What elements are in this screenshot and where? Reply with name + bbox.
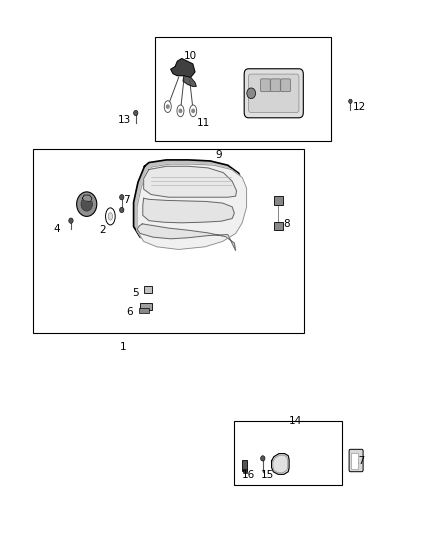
Polygon shape — [171, 59, 195, 77]
Circle shape — [69, 218, 73, 223]
Circle shape — [261, 456, 265, 461]
FancyBboxPatch shape — [144, 286, 152, 293]
Circle shape — [120, 207, 124, 213]
Polygon shape — [82, 195, 92, 201]
Circle shape — [192, 109, 194, 112]
Text: 16: 16 — [242, 471, 255, 480]
Ellipse shape — [190, 105, 197, 117]
Text: 10: 10 — [184, 51, 197, 61]
FancyBboxPatch shape — [261, 79, 270, 92]
Polygon shape — [183, 76, 196, 86]
Ellipse shape — [108, 213, 113, 220]
Text: 14: 14 — [289, 416, 302, 426]
FancyBboxPatch shape — [349, 449, 363, 472]
Text: 4: 4 — [53, 224, 60, 234]
Ellipse shape — [177, 105, 184, 117]
FancyBboxPatch shape — [274, 222, 283, 230]
Text: 9: 9 — [215, 150, 223, 160]
FancyBboxPatch shape — [249, 74, 299, 112]
FancyBboxPatch shape — [281, 79, 290, 92]
FancyBboxPatch shape — [244, 69, 303, 118]
Text: 5: 5 — [132, 288, 139, 298]
FancyBboxPatch shape — [274, 196, 283, 205]
Text: 2: 2 — [99, 225, 106, 235]
Polygon shape — [272, 454, 289, 474]
Polygon shape — [143, 198, 234, 223]
Circle shape — [77, 192, 97, 216]
FancyBboxPatch shape — [140, 303, 152, 310]
Circle shape — [247, 88, 256, 99]
Text: 6: 6 — [126, 307, 133, 317]
Circle shape — [81, 197, 92, 211]
Polygon shape — [134, 160, 243, 245]
Ellipse shape — [164, 101, 171, 112]
Bar — [234, 421, 342, 485]
FancyBboxPatch shape — [242, 460, 247, 471]
Text: 17: 17 — [353, 456, 366, 466]
Text: 1: 1 — [119, 342, 126, 352]
Text: 13: 13 — [118, 115, 131, 125]
FancyBboxPatch shape — [351, 453, 358, 469]
FancyBboxPatch shape — [271, 79, 280, 92]
Circle shape — [349, 99, 352, 103]
FancyBboxPatch shape — [243, 469, 247, 473]
FancyBboxPatch shape — [139, 308, 149, 313]
Polygon shape — [144, 166, 237, 197]
Circle shape — [120, 195, 124, 200]
Text: 15: 15 — [261, 471, 274, 480]
Text: 7: 7 — [123, 195, 130, 205]
Bar — [155, 37, 331, 141]
Circle shape — [166, 105, 169, 108]
Polygon shape — [137, 164, 247, 249]
Text: 12: 12 — [353, 102, 366, 111]
Circle shape — [179, 109, 182, 112]
Polygon shape — [137, 224, 236, 251]
Circle shape — [134, 110, 138, 116]
Text: 8: 8 — [283, 219, 290, 229]
Text: 3: 3 — [84, 199, 91, 208]
Bar — [33, 149, 304, 333]
Text: 11: 11 — [197, 118, 210, 127]
Ellipse shape — [106, 208, 115, 225]
